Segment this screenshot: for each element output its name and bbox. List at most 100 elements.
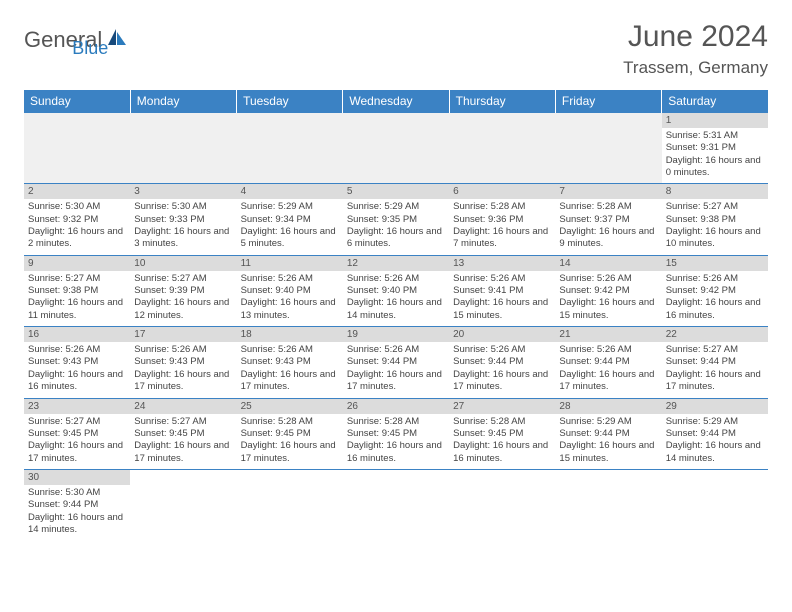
day-number-cell: 22	[662, 327, 768, 343]
sunrise-text: Sunrise: 5:29 AM	[666, 416, 764, 428]
daylight-text: Daylight: 16 hours and 17 minutes.	[666, 369, 764, 394]
weekday-header: Thursday	[449, 90, 555, 113]
day-number: 16	[28, 329, 39, 340]
day-number: 28	[559, 401, 570, 412]
day-number-cell: 27	[449, 398, 555, 414]
day-number-cell: 29	[662, 398, 768, 414]
daylight-text: Daylight: 16 hours and 11 minutes.	[28, 297, 126, 322]
sunrise-text: Sunrise: 5:27 AM	[666, 201, 764, 213]
day-info-cell	[343, 128, 449, 184]
weekday-header: Tuesday	[237, 90, 343, 113]
day-number-cell: 26	[343, 398, 449, 414]
daylight-text: Daylight: 16 hours and 17 minutes.	[453, 369, 551, 394]
day-number-cell	[130, 113, 236, 129]
daylight-text: Daylight: 16 hours and 5 minutes.	[241, 226, 339, 251]
day-number-cell	[343, 469, 449, 485]
sunrise-text: Sunrise: 5:27 AM	[666, 344, 764, 356]
day-info-cell: Sunrise: 5:26 AMSunset: 9:40 PMDaylight:…	[343, 271, 449, 327]
day-info-cell: Sunrise: 5:28 AMSunset: 9:37 PMDaylight:…	[555, 199, 661, 255]
daylight-text: Daylight: 16 hours and 7 minutes.	[453, 226, 551, 251]
day-info-cell: Sunrise: 5:30 AMSunset: 9:33 PMDaylight:…	[130, 199, 236, 255]
day-info-cell: Sunrise: 5:26 AMSunset: 9:40 PMDaylight:…	[237, 271, 343, 327]
day-number-cell: 18	[237, 327, 343, 343]
day-number: 6	[453, 186, 459, 197]
daylight-text: Daylight: 16 hours and 16 minutes.	[28, 369, 126, 394]
day-info-cell: Sunrise: 5:27 AMSunset: 9:45 PMDaylight:…	[24, 414, 130, 470]
day-number: 23	[28, 401, 39, 412]
day-info-cell: Sunrise: 5:26 AMSunset: 9:42 PMDaylight:…	[662, 271, 768, 327]
weekday-header: Friday	[555, 90, 661, 113]
day-info-cell: Sunrise: 5:26 AMSunset: 9:42 PMDaylight:…	[555, 271, 661, 327]
sunrise-text: Sunrise: 5:30 AM	[28, 201, 126, 213]
day-info-cell: Sunrise: 5:26 AMSunset: 9:44 PMDaylight:…	[449, 342, 555, 398]
sunset-text: Sunset: 9:33 PM	[134, 214, 232, 226]
sunrise-text: Sunrise: 5:26 AM	[134, 344, 232, 356]
day-number-cell	[237, 113, 343, 129]
day-info-cell: Sunrise: 5:27 AMSunset: 9:38 PMDaylight:…	[662, 199, 768, 255]
day-info-cell: Sunrise: 5:28 AMSunset: 9:45 PMDaylight:…	[237, 414, 343, 470]
sunrise-text: Sunrise: 5:26 AM	[241, 344, 339, 356]
day-number: 26	[347, 401, 358, 412]
day-number-row: 2345678	[24, 184, 768, 200]
day-number-cell: 16	[24, 327, 130, 343]
day-number-row: 9101112131415	[24, 255, 768, 271]
sunrise-text: Sunrise: 5:29 AM	[559, 416, 657, 428]
day-number: 7	[559, 186, 565, 197]
sunrise-text: Sunrise: 5:26 AM	[559, 344, 657, 356]
weekday-header: Saturday	[662, 90, 768, 113]
day-info-cell	[555, 128, 661, 184]
calendar-body: 1Sunrise: 5:31 AMSunset: 9:31 PMDaylight…	[24, 113, 768, 541]
daylight-text: Daylight: 16 hours and 16 minutes.	[666, 297, 764, 322]
logo: General Blue	[24, 20, 108, 59]
day-info-cell: Sunrise: 5:26 AMSunset: 9:43 PMDaylight:…	[24, 342, 130, 398]
day-info-row: Sunrise: 5:27 AMSunset: 9:45 PMDaylight:…	[24, 414, 768, 470]
sunset-text: Sunset: 9:31 PM	[666, 142, 764, 154]
day-number: 24	[134, 401, 145, 412]
day-number: 21	[559, 329, 570, 340]
daylight-text: Daylight: 16 hours and 17 minutes.	[241, 369, 339, 394]
sunset-text: Sunset: 9:36 PM	[453, 214, 551, 226]
day-number: 4	[241, 186, 247, 197]
sunset-text: Sunset: 9:44 PM	[28, 499, 126, 511]
day-info-row: Sunrise: 5:30 AMSunset: 9:44 PMDaylight:…	[24, 485, 768, 540]
day-number: 11	[241, 258, 251, 269]
day-info-cell: Sunrise: 5:28 AMSunset: 9:45 PMDaylight:…	[343, 414, 449, 470]
sunrise-text: Sunrise: 5:28 AM	[241, 416, 339, 428]
sunset-text: Sunset: 9:45 PM	[134, 428, 232, 440]
sunset-text: Sunset: 9:44 PM	[347, 356, 445, 368]
daylight-text: Daylight: 16 hours and 15 minutes.	[453, 297, 551, 322]
day-number-cell: 8	[662, 184, 768, 200]
sunrise-text: Sunrise: 5:27 AM	[28, 416, 126, 428]
sunset-text: Sunset: 9:45 PM	[453, 428, 551, 440]
weekday-header: Wednesday	[343, 90, 449, 113]
daylight-text: Daylight: 16 hours and 17 minutes.	[134, 369, 232, 394]
day-info-cell	[130, 485, 236, 540]
sunset-text: Sunset: 9:42 PM	[559, 285, 657, 297]
day-number: 18	[241, 329, 252, 340]
day-info-cell	[662, 485, 768, 540]
day-number-cell: 5	[343, 184, 449, 200]
day-number-cell: 1	[662, 113, 768, 129]
sunset-text: Sunset: 9:35 PM	[347, 214, 445, 226]
day-number-cell: 23	[24, 398, 130, 414]
sunrise-text: Sunrise: 5:28 AM	[453, 416, 551, 428]
day-number-cell	[343, 113, 449, 129]
daylight-text: Daylight: 16 hours and 10 minutes.	[666, 226, 764, 251]
sunset-text: Sunset: 9:38 PM	[666, 214, 764, 226]
day-number-cell: 10	[130, 255, 236, 271]
daylight-text: Daylight: 16 hours and 17 minutes.	[559, 369, 657, 394]
sunrise-text: Sunrise: 5:26 AM	[347, 344, 445, 356]
sunrise-text: Sunrise: 5:26 AM	[28, 344, 126, 356]
day-number-cell: 12	[343, 255, 449, 271]
sunrise-text: Sunrise: 5:29 AM	[241, 201, 339, 213]
sunrise-text: Sunrise: 5:30 AM	[28, 487, 126, 499]
day-number-cell: 11	[237, 255, 343, 271]
day-info-cell	[24, 128, 130, 184]
weekday-header-row: SundayMondayTuesdayWednesdayThursdayFrid…	[24, 90, 768, 113]
day-info-cell: Sunrise: 5:27 AMSunset: 9:39 PMDaylight:…	[130, 271, 236, 327]
day-number-cell: 14	[555, 255, 661, 271]
day-number-cell: 13	[449, 255, 555, 271]
day-number: 29	[666, 401, 677, 412]
day-number: 13	[453, 258, 464, 269]
day-info-cell: Sunrise: 5:29 AMSunset: 9:34 PMDaylight:…	[237, 199, 343, 255]
